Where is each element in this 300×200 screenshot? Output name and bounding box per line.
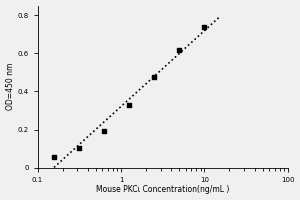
Point	[76, 146, 81, 149]
X-axis label: Mouse PKCι Concentration(ng/mL ): Mouse PKCι Concentration(ng/mL )	[96, 185, 229, 194]
Point	[202, 25, 207, 28]
Y-axis label: OD=450 nm: OD=450 nm	[6, 63, 15, 110]
Point	[127, 103, 131, 106]
Point	[51, 155, 56, 158]
Point	[152, 75, 157, 79]
Point	[102, 130, 106, 133]
Point	[177, 49, 182, 52]
